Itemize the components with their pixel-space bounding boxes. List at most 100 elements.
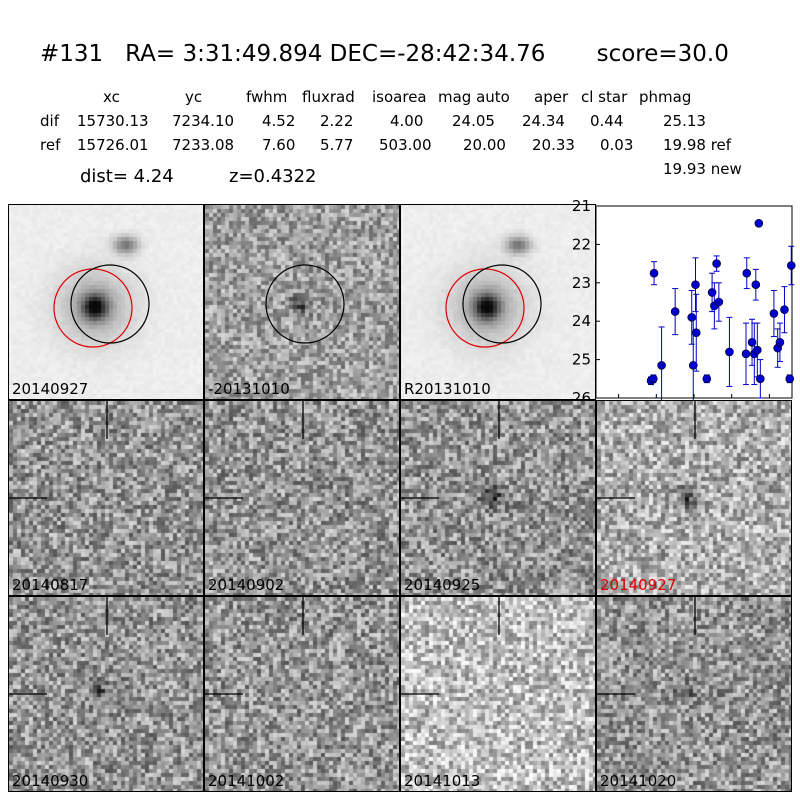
ref-fwhm: 7.60 bbox=[262, 136, 296, 154]
ref-mag-auto: 20.00 bbox=[463, 136, 506, 154]
stamp-panel: 20141002 bbox=[204, 596, 400, 792]
data-point bbox=[648, 374, 658, 384]
crosshair bbox=[401, 597, 500, 695]
aperture-overlay bbox=[265, 264, 345, 344]
panel-label: 20140927 bbox=[12, 380, 89, 398]
stamp-panel: 20141020 bbox=[596, 596, 792, 792]
data-point bbox=[657, 361, 666, 370]
data-point bbox=[702, 374, 712, 384]
ref-aperture-circle bbox=[53, 268, 133, 348]
ref-cl-star: 0.03 bbox=[600, 136, 634, 154]
col-header-phmag: phmag bbox=[639, 88, 692, 106]
data-point bbox=[753, 345, 762, 355]
difference-image bbox=[205, 205, 399, 399]
stamp-panel: 20140817 bbox=[8, 400, 204, 596]
col-header-mag-auto: mag auto bbox=[438, 88, 510, 106]
col-header-aper: aper bbox=[534, 88, 569, 106]
data-point bbox=[687, 313, 697, 322]
dif-aperture-circle bbox=[70, 264, 150, 344]
crosshair bbox=[205, 597, 304, 695]
data-point bbox=[649, 268, 659, 278]
data-point bbox=[670, 307, 680, 316]
y-tick-label: 22 bbox=[572, 235, 591, 253]
data-point bbox=[688, 361, 698, 370]
aperture-overlay bbox=[53, 264, 150, 348]
data-point bbox=[751, 280, 761, 290]
crosshair bbox=[597, 597, 696, 695]
data-point bbox=[707, 288, 717, 297]
stamp-date-label: 20140902 bbox=[208, 576, 285, 594]
stamp-panel: 20140927 bbox=[596, 400, 792, 596]
new-image bbox=[9, 205, 203, 399]
dif-aper: 24.34 bbox=[522, 112, 565, 130]
crosshair bbox=[597, 401, 696, 499]
difference-image-panel: -20131010 bbox=[204, 204, 400, 400]
y-tick-label: 24 bbox=[572, 312, 591, 330]
ref-aperture-circle bbox=[445, 268, 525, 348]
data-point bbox=[754, 218, 764, 228]
ref-yc: 7233.08 bbox=[172, 136, 235, 154]
crosshair bbox=[401, 401, 500, 499]
ref-fluxrad: 5.77 bbox=[320, 136, 354, 154]
crosshair bbox=[9, 401, 108, 499]
ref-xc: 15726.01 bbox=[77, 136, 149, 154]
aperture-overlay bbox=[445, 264, 542, 348]
new-phmag: 19.93 new bbox=[663, 160, 742, 178]
stamp-date-label: 20140817 bbox=[12, 576, 89, 594]
stamp-date-label: 20141002 bbox=[208, 772, 285, 790]
data-point bbox=[714, 297, 724, 307]
dif-fwhm: 4.52 bbox=[262, 112, 296, 130]
stamp-date-label: 20141013 bbox=[404, 772, 481, 790]
dif-row-label: dif bbox=[40, 112, 59, 130]
stamp-panel: 20140930 bbox=[8, 596, 204, 792]
col-header-xc: xc bbox=[103, 88, 120, 106]
col-header-isoarea: isoarea bbox=[372, 88, 427, 106]
reference-image-panel: R20131010 bbox=[400, 204, 596, 400]
ref-phmag: 19.98 ref bbox=[663, 136, 732, 154]
data-point bbox=[712, 259, 721, 268]
crosshair bbox=[205, 401, 304, 499]
data-point bbox=[786, 261, 796, 270]
data-point bbox=[769, 309, 779, 318]
reference-image bbox=[401, 205, 595, 399]
dif-mag-auto: 24.05 bbox=[452, 112, 495, 130]
panel-label: R20131010 bbox=[404, 380, 491, 398]
col-header-fluxrad: fluxrad bbox=[302, 88, 355, 106]
crosshair bbox=[9, 597, 108, 695]
y-tick-label: 21 bbox=[572, 197, 591, 215]
y-tick-label: 23 bbox=[572, 274, 591, 292]
data-point bbox=[780, 305, 789, 314]
data-point bbox=[756, 374, 765, 384]
new-image-panel: 20140927 bbox=[8, 204, 204, 400]
data-point bbox=[725, 347, 734, 357]
candidate-title: #131 RA= 3:31:49.894 DEC=-28:42:34.76 sc… bbox=[40, 41, 729, 67]
stamp-date-label: 20140927 bbox=[600, 576, 677, 594]
col-header-fwhm: fwhm bbox=[246, 88, 288, 106]
dif-isoarea: 4.00 bbox=[390, 112, 424, 130]
stamp-panel: 20141013 bbox=[400, 596, 596, 792]
col-header-cl-star: cl star bbox=[581, 88, 628, 106]
data-point bbox=[785, 374, 795, 384]
y-tick-label: 25 bbox=[572, 351, 591, 369]
dif-cl-star: 0.44 bbox=[590, 112, 624, 130]
stamp-date-label: 20141020 bbox=[600, 772, 677, 790]
data-point bbox=[742, 268, 752, 278]
data-point bbox=[747, 338, 757, 347]
panel-label: -20131010 bbox=[208, 380, 290, 398]
dif-xc: 15730.13 bbox=[77, 112, 149, 130]
data-point bbox=[741, 349, 751, 359]
redshift-value: z=0.4322 bbox=[229, 166, 317, 187]
stamp-date-label: 20140925 bbox=[404, 576, 481, 594]
dif-fluxrad: 2.22 bbox=[320, 112, 354, 130]
data-point bbox=[691, 328, 701, 338]
stamp-date-label: 20140930 bbox=[12, 772, 89, 790]
data-point bbox=[691, 280, 700, 290]
ref-row-label: ref bbox=[40, 136, 61, 154]
col-header-yc: yc bbox=[185, 88, 203, 106]
dif-aperture-circle bbox=[462, 264, 542, 344]
data-point bbox=[775, 338, 785, 347]
stamp-panel: 20140925 bbox=[400, 400, 596, 596]
dif-aperture-circle bbox=[265, 264, 345, 344]
stamp-panel: 20140902 bbox=[204, 400, 400, 596]
